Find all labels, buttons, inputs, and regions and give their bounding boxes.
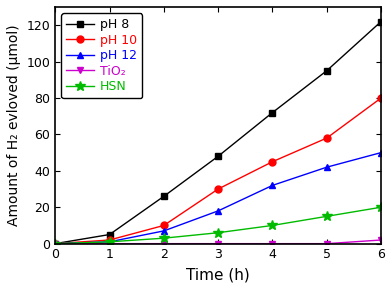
pH 8 (53, 242, 58, 245)
X-axis label: Time (h): Time (h) (186, 267, 250, 282)
HSN (325, 215, 329, 218)
pH 10 (53, 242, 58, 245)
Legend: pH 8, pH 10, pH 12, TiO₂, HSN: pH 8, pH 10, pH 12, TiO₂, HSN (62, 13, 142, 98)
pH 8 (325, 69, 329, 73)
TiO₂ (216, 242, 221, 245)
pH 10 (270, 160, 275, 164)
pH 12 (379, 151, 383, 154)
TiO₂ (325, 242, 329, 245)
pH 8 (162, 194, 166, 198)
HSN (53, 242, 58, 245)
pH 10 (107, 238, 112, 242)
pH 12 (53, 242, 58, 245)
pH 8 (107, 233, 112, 236)
TiO₂ (53, 242, 58, 245)
pH 12 (325, 165, 329, 169)
TiO₂ (107, 242, 112, 245)
pH 12 (162, 229, 166, 233)
HSN (107, 240, 112, 244)
Line: pH 8: pH 8 (52, 18, 385, 247)
HSN (270, 224, 275, 227)
pH 8 (379, 20, 383, 23)
pH 10 (216, 187, 221, 191)
TiO₂ (270, 242, 275, 245)
HSN (379, 205, 383, 209)
pH 12 (107, 240, 112, 244)
Line: pH 10: pH 10 (52, 95, 385, 247)
TiO₂ (162, 242, 166, 245)
pH 10 (162, 224, 166, 227)
Y-axis label: Amount of H₂ evloved (μmol): Amount of H₂ evloved (μmol) (7, 25, 21, 226)
pH 12 (270, 184, 275, 187)
HSN (162, 236, 166, 240)
pH 10 (325, 136, 329, 140)
pH 8 (270, 111, 275, 114)
TiO₂ (379, 238, 383, 242)
pH 12 (216, 209, 221, 213)
Line: pH 12: pH 12 (52, 149, 385, 247)
HSN (216, 231, 221, 234)
Line: HSN: HSN (51, 202, 386, 249)
pH 10 (379, 96, 383, 100)
pH 8 (216, 155, 221, 158)
Line: TiO₂: TiO₂ (52, 236, 385, 247)
